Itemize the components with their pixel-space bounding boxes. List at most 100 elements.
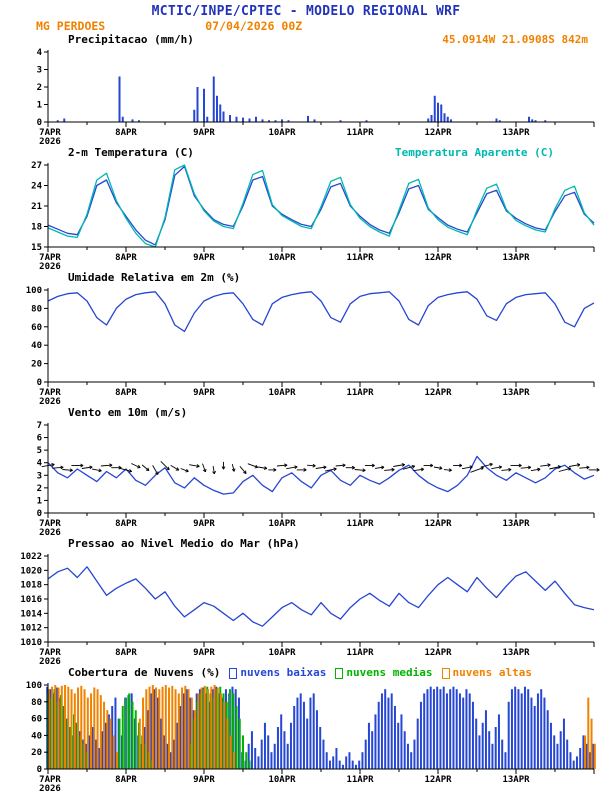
svg-text:24: 24: [31, 182, 42, 192]
low-clouds-label: nuvens baixas: [240, 666, 327, 679]
svg-text:13APR: 13APR: [502, 253, 530, 263]
svg-text:100: 100: [26, 681, 42, 691]
svg-text:1016: 1016: [20, 595, 42, 605]
svg-text:80: 80: [31, 698, 42, 708]
svg-text:2026: 2026: [39, 657, 61, 666]
panel-cloud-cover: Cobertura de Nuvens (%) nuvens baixas nu…: [0, 666, 612, 792]
svg-text:27: 27: [31, 161, 42, 171]
high-clouds-swatch-icon: [441, 667, 450, 679]
svg-text:2026: 2026: [39, 784, 61, 792]
svg-text:60: 60: [31, 715, 42, 725]
panel-precipitation: Precipitacao (mm/h) 45.0914W 21.0908S 84…: [0, 33, 612, 146]
station-label: MG PERDOES: [36, 19, 106, 33]
svg-text:9APR: 9APR: [193, 388, 215, 398]
precipitation-title-row: Precipitacao (mm/h) 45.0914W 21.0908S 84…: [0, 33, 612, 47]
svg-text:100: 100: [26, 286, 42, 296]
svg-text:13APR: 13APR: [502, 128, 530, 138]
svg-text:80: 80: [31, 304, 42, 314]
run-datetime: 07/04/2026 00Z: [205, 19, 303, 33]
svg-text:12APR: 12APR: [424, 253, 452, 263]
cloud-cover-chart: 0 20 40 60 80 100 8APR 9APR 10APR 11APR 12APR 13APR…: [26, 681, 596, 792]
svg-text:6: 6: [37, 434, 42, 444]
svg-text:4: 4: [37, 48, 43, 58]
pressure-title-row: Pressao ao Nivel Medio do Mar (hPa): [0, 537, 612, 551]
svg-text:0: 0: [37, 509, 42, 519]
svg-text:8APR: 8APR: [115, 388, 137, 398]
svg-text:7APR: 7APR: [39, 128, 61, 138]
header-row: MCTIC/INPE/CPTEC - MODELO REGIONAL WRF: [0, 0, 612, 19]
svg-text:11APR: 11APR: [346, 128, 374, 138]
svg-text:12APR: 12APR: [424, 775, 452, 785]
svg-text:8APR: 8APR: [115, 775, 137, 785]
svg-text:20: 20: [31, 360, 42, 370]
svg-text:9APR: 9APR: [193, 519, 215, 529]
svg-text:1018: 1018: [20, 581, 42, 591]
panel-humidity: Umidade Relativa em 2m (%) 0 20 40 60 80 100 8…: [0, 271, 612, 406]
temperature-chart: 15 18 21 24 27 8APR 9APR 10APR 11APR 12APR 13APR 7A…: [31, 161, 595, 271]
svg-text:3: 3: [37, 66, 42, 76]
svg-text:7APR: 7APR: [39, 253, 61, 263]
svg-text:7APR: 7APR: [39, 388, 61, 398]
wind-title: Vento em 10m (m/s): [68, 406, 188, 419]
svg-text:7APR: 7APR: [39, 519, 61, 529]
pressure-title: Pressao ao Nivel Medio do Mar (hPa): [68, 537, 300, 550]
subheader-row: MG PERDOES 07/04/2026 00Z: [0, 19, 612, 33]
svg-text:60: 60: [31, 323, 42, 333]
panel-pressure: Pressao ao Nivel Medio do Mar (hPa) 1010…: [0, 537, 612, 666]
svg-text:2026: 2026: [39, 262, 61, 271]
svg-text:2: 2: [37, 484, 42, 494]
panel-wind: Vento em 10m (m/s) 0 1 2 3 4 5 6 7 8APR 9APR 10APR…: [0, 406, 612, 537]
svg-text:0: 0: [37, 765, 42, 775]
legend-mid-clouds: nuvens medias: [335, 666, 433, 680]
svg-text:7APR: 7APR: [39, 775, 61, 785]
svg-text:2026: 2026: [39, 137, 61, 146]
svg-text:1012: 1012: [20, 624, 42, 634]
svg-text:2026: 2026: [39, 528, 61, 537]
cloud-cover-title: Cobertura de Nuvens (%): [68, 666, 221, 679]
legend-high-clouds: nuvens altas: [441, 666, 532, 680]
svg-text:13APR: 13APR: [502, 775, 530, 785]
svg-text:1010: 1010: [20, 638, 42, 648]
svg-text:9APR: 9APR: [193, 128, 215, 138]
svg-text:9APR: 9APR: [193, 648, 215, 658]
svg-text:10APR: 10APR: [268, 128, 296, 138]
svg-text:7: 7: [37, 421, 42, 431]
svg-text:13APR: 13APR: [502, 519, 530, 529]
svg-text:10APR: 10APR: [268, 388, 296, 398]
svg-text:12APR: 12APR: [424, 388, 452, 398]
svg-text:2026: 2026: [39, 397, 61, 406]
svg-text:11APR: 11APR: [346, 648, 374, 658]
panel-temperature: 2-m Temperatura (C) Temperatura Aparente…: [0, 146, 612, 271]
svg-text:0: 0: [37, 378, 42, 388]
svg-text:8APR: 8APR: [115, 128, 137, 138]
humidity-title: Umidade Relativa em 2m (%): [68, 271, 241, 284]
svg-text:10APR: 10APR: [268, 775, 296, 785]
temperature-title-row: 2-m Temperatura (C) Temperatura Aparente…: [0, 146, 612, 160]
svg-text:18: 18: [31, 223, 42, 233]
svg-text:10APR: 10APR: [268, 519, 296, 529]
cloud-cover-title-row: Cobertura de Nuvens (%) nuvens baixas nu…: [0, 666, 612, 680]
wind-chart: 0 1 2 3 4 5 6 7 8APR 9APR 10APR 11APR 12APR 13APR 7APR…: [37, 421, 600, 537]
svg-text:11APR: 11APR: [346, 519, 374, 529]
svg-text:1020: 1020: [20, 566, 42, 576]
low-clouds-swatch-icon: [229, 667, 238, 679]
location-label: 45.0914W 21.0908S 842m: [442, 33, 588, 46]
svg-text:1: 1: [37, 496, 42, 506]
svg-text:0: 0: [37, 118, 42, 128]
svg-text:8APR: 8APR: [115, 648, 137, 658]
svg-text:1022: 1022: [20, 552, 42, 562]
svg-text:12APR: 12APR: [424, 648, 452, 658]
svg-text:8APR: 8APR: [115, 519, 137, 529]
temperature-title: 2-m Temperatura (C): [68, 146, 194, 159]
svg-text:11APR: 11APR: [346, 388, 374, 398]
high-clouds-label: nuvens altas: [452, 666, 532, 679]
precipitation-chart: 0 1 2 3 4 8APR 9APR 10APR 11APR 12APR 13APR 7APR202…: [37, 48, 595, 146]
svg-text:11APR: 11APR: [346, 253, 374, 263]
svg-text:7APR: 7APR: [39, 648, 61, 658]
svg-text:12APR: 12APR: [424, 519, 452, 529]
svg-text:2: 2: [37, 83, 42, 93]
svg-text:13APR: 13APR: [502, 648, 530, 658]
svg-text:9APR: 9APR: [193, 253, 215, 263]
svg-text:4: 4: [37, 459, 43, 469]
svg-text:13APR: 13APR: [502, 388, 530, 398]
